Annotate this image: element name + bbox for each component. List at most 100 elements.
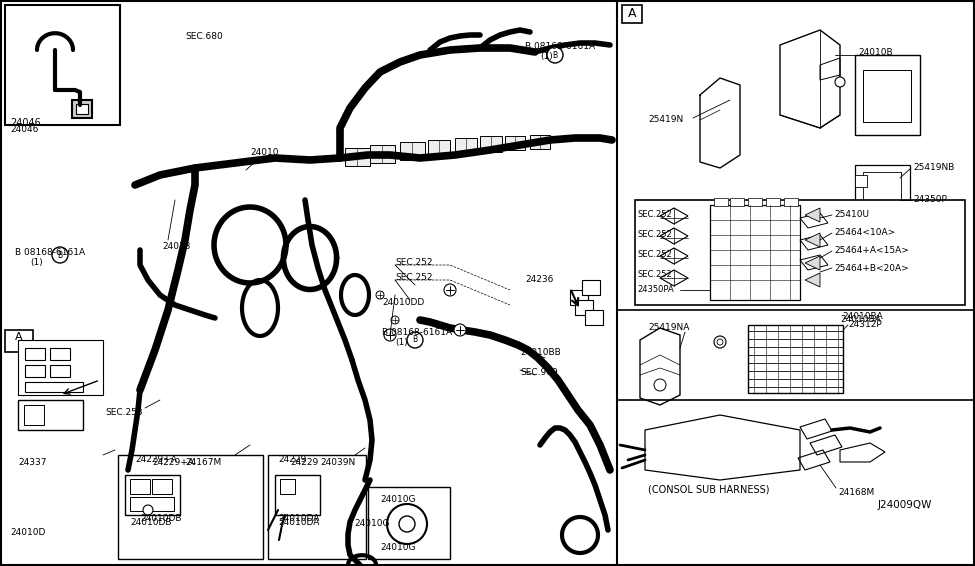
Text: A: A (16, 332, 22, 342)
Text: 24010G: 24010G (380, 543, 415, 552)
Bar (582, 280, 600, 295)
Text: B 08168-6161A: B 08168-6161A (382, 328, 452, 337)
Bar (118, 455, 263, 559)
Bar (72, 100, 92, 118)
Bar (480, 136, 502, 152)
Text: SEC.252: SEC.252 (395, 258, 433, 267)
Bar (5, 330, 33, 352)
Text: A: A (628, 7, 637, 20)
Text: SEC.252: SEC.252 (637, 250, 672, 259)
Polygon shape (805, 256, 820, 270)
Circle shape (143, 505, 153, 515)
Text: SEC.253: SEC.253 (105, 408, 142, 417)
Bar (635, 200, 965, 305)
Bar (24, 405, 44, 425)
Bar (748, 198, 762, 206)
Circle shape (654, 379, 666, 391)
Text: (CONSOL SUB HARNESS): (CONSOL SUB HARNESS) (648, 485, 769, 495)
Text: 24010D: 24010D (10, 528, 46, 537)
Text: 24229: 24229 (278, 455, 306, 464)
Text: 24229+A: 24229+A (135, 455, 176, 464)
Bar (125, 475, 180, 515)
Text: J24009QW: J24009QW (878, 500, 932, 510)
Text: 24337: 24337 (18, 458, 47, 467)
Text: SEC.969: SEC.969 (520, 368, 558, 377)
Text: SEC.252: SEC.252 (637, 210, 672, 219)
Bar (368, 487, 450, 559)
Circle shape (454, 324, 466, 336)
Bar (863, 70, 911, 122)
Text: B 08168-6161A: B 08168-6161A (525, 42, 595, 51)
Bar (714, 198, 728, 206)
Polygon shape (805, 273, 820, 287)
Bar (748, 325, 843, 393)
Bar (268, 455, 366, 559)
Text: SEC.252: SEC.252 (637, 270, 672, 279)
Bar (575, 300, 593, 315)
Text: 24010: 24010 (250, 148, 279, 157)
Bar (455, 138, 477, 154)
Bar (428, 140, 450, 156)
Text: 24010DA: 24010DA (278, 518, 320, 527)
Bar (766, 198, 780, 206)
Bar (50, 348, 70, 360)
Text: 24229: 24229 (290, 458, 318, 467)
Text: 24229+A: 24229+A (152, 458, 194, 467)
Circle shape (717, 339, 723, 345)
Text: SEC.252: SEC.252 (637, 230, 672, 239)
Bar (130, 497, 174, 511)
Circle shape (444, 284, 456, 296)
Bar (530, 135, 550, 149)
Text: B 08168-6161A: B 08168-6161A (15, 248, 85, 257)
Bar (863, 172, 901, 212)
Bar (570, 290, 588, 305)
Bar (784, 198, 798, 206)
Text: 24046: 24046 (10, 125, 38, 134)
Text: 25464<10A>: 25464<10A> (834, 228, 895, 237)
Text: 24010G: 24010G (354, 520, 390, 529)
Text: 24013: 24013 (162, 242, 190, 251)
Bar (18, 400, 83, 430)
Bar (25, 348, 45, 360)
Text: 24167M: 24167M (185, 458, 221, 467)
Bar (130, 479, 150, 494)
Text: SEC.252: SEC.252 (395, 273, 433, 282)
Text: 24010B: 24010B (858, 48, 893, 57)
Text: 24046: 24046 (10, 118, 41, 128)
Text: 25410U: 25410U (834, 210, 869, 219)
Circle shape (407, 332, 423, 348)
Text: 24010DB: 24010DB (140, 514, 181, 523)
Bar (855, 175, 867, 187)
Text: 24168M: 24168M (838, 488, 875, 497)
Text: 24236: 24236 (525, 275, 554, 284)
Bar (730, 198, 744, 206)
Bar (505, 136, 525, 150)
Polygon shape (805, 208, 820, 222)
Circle shape (52, 247, 68, 263)
Text: B: B (553, 50, 558, 59)
Circle shape (376, 291, 384, 299)
Bar (585, 310, 603, 325)
Text: 25419N: 25419N (648, 115, 683, 124)
Text: SEC.680: SEC.680 (185, 32, 222, 41)
Text: 24010DD: 24010DD (382, 298, 424, 307)
Bar (370, 145, 395, 163)
Text: 25419NA: 25419NA (648, 323, 689, 332)
Bar (18, 340, 103, 395)
Bar (400, 142, 425, 160)
Text: (1): (1) (540, 52, 553, 61)
Text: 24010BB: 24010BB (520, 348, 561, 357)
Text: 24010BA: 24010BA (842, 312, 882, 321)
Text: 25419NB: 25419NB (913, 163, 955, 172)
Polygon shape (805, 233, 820, 247)
Text: 24010G: 24010G (380, 495, 415, 504)
Text: 24350P: 24350P (913, 195, 947, 204)
Circle shape (399, 516, 415, 532)
Text: 24010DA: 24010DA (278, 514, 320, 523)
Text: 24312P: 24312P (848, 320, 881, 329)
Circle shape (387, 504, 427, 544)
Bar (275, 475, 320, 515)
Bar (25, 365, 45, 377)
Bar (152, 479, 172, 494)
Bar (345, 148, 370, 166)
